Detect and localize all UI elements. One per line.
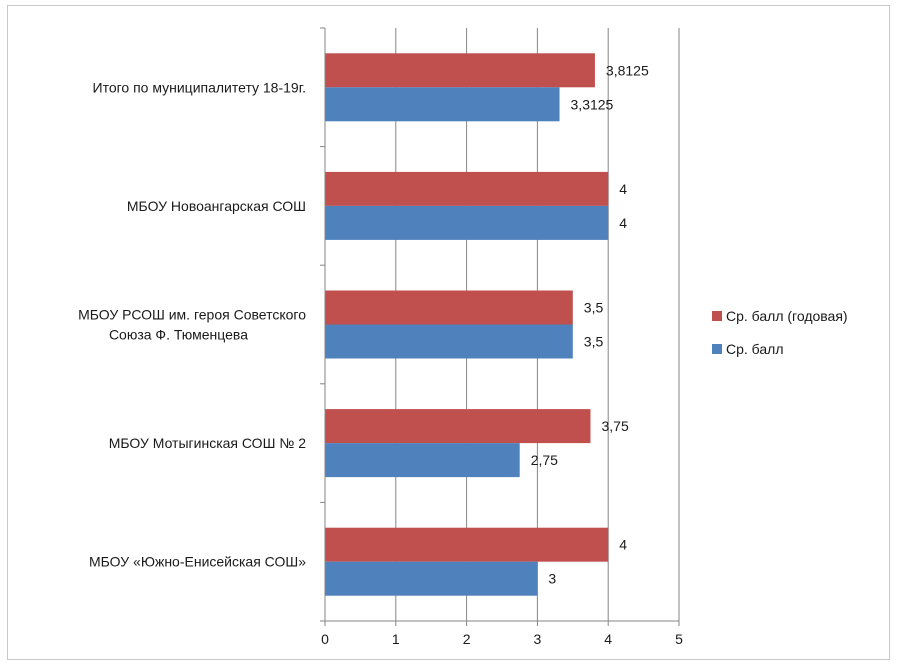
bar-annual-1 xyxy=(325,171,609,206)
data-label: 3,3125 xyxy=(571,96,614,112)
data-label: 3,5 xyxy=(584,300,604,316)
legend-swatch xyxy=(712,311,722,321)
labels: 0 1 2 3 4 5 3,8125 3,3125 Итого по муниципалитет… xyxy=(78,62,683,647)
data-label: 2,75 xyxy=(531,452,558,468)
legend: Ср. балл (годовая) Ср. балл xyxy=(712,308,848,357)
category-label: МБОУ РСОШ им. героя Советского xyxy=(78,307,306,323)
x-tick-label: 0 xyxy=(321,631,329,647)
bar-score-3 xyxy=(325,443,520,478)
bar-score-2 xyxy=(325,324,573,359)
bar-annual-4 xyxy=(325,527,609,562)
legend-swatch xyxy=(712,344,722,354)
axes xyxy=(320,27,680,626)
bar-score-4 xyxy=(325,561,538,596)
category-label: МБОУ «Южно-Енисейская СОШ» xyxy=(89,554,306,570)
x-tick-label: 5 xyxy=(675,631,683,647)
data-label: 4 xyxy=(619,215,627,231)
data-label: 3 xyxy=(548,571,556,587)
category-label: МБОУ Новоангарская СОШ xyxy=(127,198,306,214)
data-label: 3,5 xyxy=(584,334,604,350)
x-tick-label: 3 xyxy=(534,631,542,647)
bar-score-0 xyxy=(325,87,560,122)
x-tick-label: 2 xyxy=(463,631,471,647)
legend-label: Ср. балл xyxy=(726,341,784,357)
category-label: МБОУ Мотыгинская СОШ № 2 xyxy=(109,435,306,451)
data-label: 4 xyxy=(619,537,627,553)
data-label: 3,8125 xyxy=(606,62,649,78)
category-label: Итого по муниципалитету 18-19г. xyxy=(93,79,307,95)
category-label: Союза Ф. Тюменцева xyxy=(109,327,248,343)
bar-annual-2 xyxy=(325,290,573,325)
data-label: 4 xyxy=(619,181,627,197)
bar-score-1 xyxy=(325,205,609,240)
bar-annual-0 xyxy=(325,53,595,88)
bar-annual-3 xyxy=(325,409,591,444)
x-tick-label: 4 xyxy=(604,631,612,647)
legend-label: Ср. балл (годовая) xyxy=(726,308,848,324)
bars xyxy=(325,53,609,596)
x-tick-label: 1 xyxy=(392,631,400,647)
data-label: 3,75 xyxy=(602,418,629,434)
